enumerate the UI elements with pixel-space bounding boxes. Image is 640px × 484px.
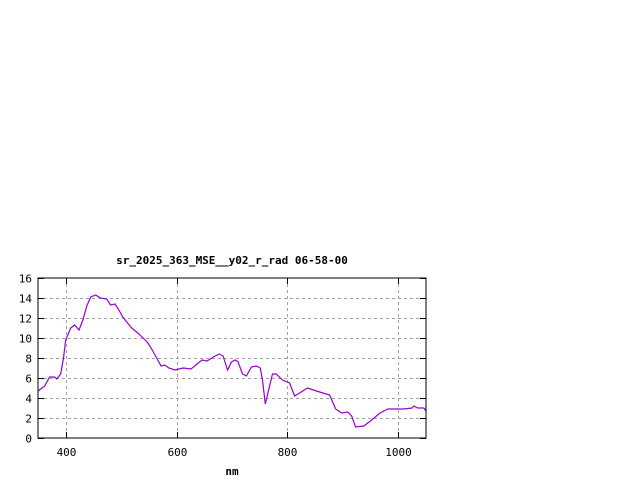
- axis-ticks: 0 2 4 6 8 10 12 14 16 400 600 800 1000: [19, 273, 426, 459]
- chart-title: sr_2025_363_MSE__y02_r_rad 06-58-00: [116, 254, 348, 267]
- y-tick-label: 14: [19, 293, 33, 306]
- y-tick-label: 6: [25, 373, 32, 386]
- plot-border: [37, 277, 427, 439]
- x-tick-label: 400: [57, 446, 77, 459]
- y-tick-label: 16: [19, 273, 32, 286]
- series-line: [37, 294, 427, 428]
- grid: [38, 278, 426, 438]
- x-tick-label: 600: [168, 446, 188, 459]
- x-axis-label: nm: [225, 465, 239, 478]
- y-tick-label: 4: [25, 393, 32, 406]
- y-tick-label: 0: [25, 433, 32, 446]
- y-tick-label: 2: [25, 413, 32, 426]
- y-tick-label: 12: [19, 313, 32, 326]
- x-tick-label: 800: [278, 446, 298, 459]
- y-tick-label: 8: [25, 353, 32, 366]
- x-tick-label: 1000: [385, 446, 412, 459]
- y-tick-label: 10: [19, 333, 32, 346]
- series-layer: [37, 294, 427, 428]
